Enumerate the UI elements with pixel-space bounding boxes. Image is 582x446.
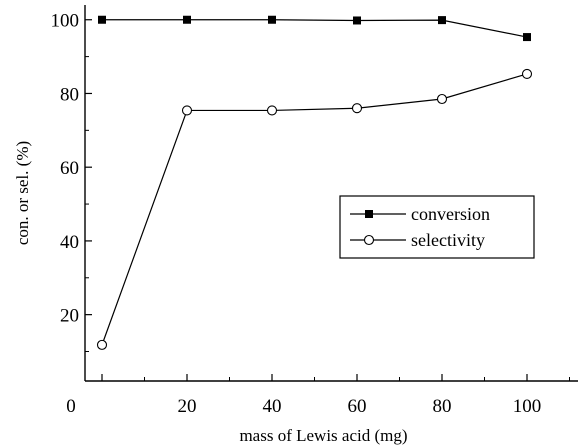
y-tick-label: 40 xyxy=(60,232,79,253)
legend-marker xyxy=(365,210,373,218)
plot-axes xyxy=(84,5,578,382)
y-tick-label: 80 xyxy=(60,84,79,105)
y-tick-label: 60 xyxy=(60,158,79,179)
legend-box xyxy=(339,195,535,259)
legend-marker xyxy=(363,234,375,246)
conversion-point xyxy=(98,15,106,24)
x-tick-label: 60 xyxy=(348,396,367,417)
selectivity-point xyxy=(266,105,278,116)
conversion-line xyxy=(102,19,528,38)
conversion-point xyxy=(183,15,191,24)
selectivity-point xyxy=(351,103,363,114)
y-tick-label: 100 xyxy=(51,11,80,32)
y-axis-label: con. or sel. (%) xyxy=(13,141,32,245)
x-tick-label: 0 xyxy=(66,396,76,417)
conversion-point xyxy=(523,33,531,42)
x-tick-label: 80 xyxy=(433,396,452,417)
conversion-point xyxy=(268,15,276,24)
legend-label: selectivity xyxy=(411,230,485,250)
conversion-point xyxy=(353,16,361,25)
x-tick-label: 100 xyxy=(513,396,542,417)
selectivity-line xyxy=(101,73,528,346)
x-axis-label: mass of Lewis acid (mg) xyxy=(239,426,407,445)
y-tick-label: 20 xyxy=(60,306,79,327)
legend: conversion selectivity xyxy=(339,195,535,259)
series-selectivity xyxy=(96,68,533,350)
selectivity-point xyxy=(181,105,193,116)
conversion-point xyxy=(438,16,446,25)
selectivity-point xyxy=(436,93,448,105)
x-tick-label: 40 xyxy=(263,396,282,417)
x-tick-label: 20 xyxy=(178,396,197,417)
selectivity-point xyxy=(521,68,533,79)
series-conversion xyxy=(98,15,531,42)
axis-ticks: 0 20 40 60 80 100 20 40 60 80 100 xyxy=(51,11,570,417)
series-layer xyxy=(96,15,533,350)
selectivity-point xyxy=(96,339,108,350)
legend-label: conversion xyxy=(411,204,490,224)
